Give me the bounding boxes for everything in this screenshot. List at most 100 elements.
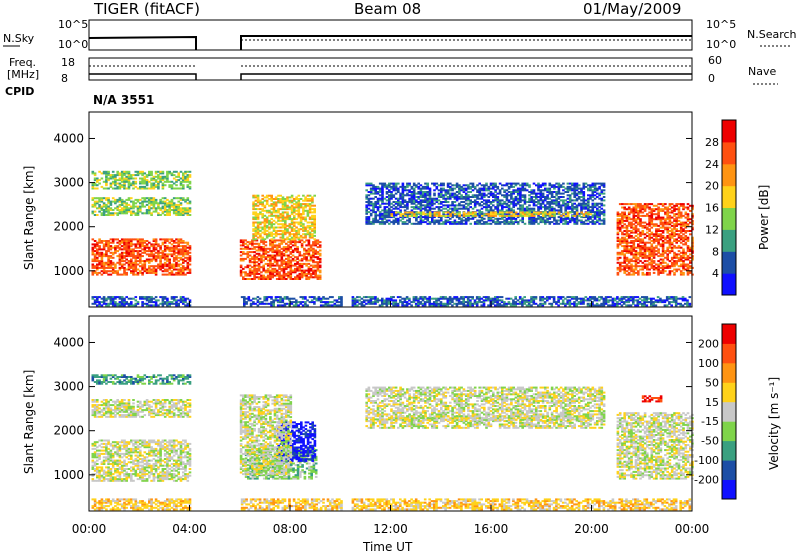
power-echo-cell <box>109 261 113 264</box>
power-echo-cell <box>591 192 595 195</box>
power-echo-cell <box>659 255 663 258</box>
power-echo-cell <box>390 221 393 224</box>
power-echo-cell <box>505 217 509 220</box>
power-echo-cell <box>175 245 178 248</box>
power-echo-cell <box>270 198 273 200</box>
power-echo-cell <box>150 177 153 180</box>
power-echo-cell <box>150 250 153 253</box>
power-echo-cell <box>490 214 493 217</box>
power-echo-cell <box>273 274 277 277</box>
power-echo-cell <box>587 206 590 209</box>
power-echo-cell <box>293 198 296 200</box>
power-echo-cell <box>150 258 153 261</box>
power-echo-cell <box>499 214 502 217</box>
power-echo-cell <box>284 221 287 224</box>
power-echo-cell <box>170 240 174 242</box>
power-echo-cell <box>431 212 434 215</box>
power-echo-cell <box>374 185 377 188</box>
power-echo-cell <box>492 182 495 185</box>
power-echo-cell <box>265 199 269 202</box>
power-echo-cell <box>179 241 183 244</box>
power-echo-cell <box>175 251 178 254</box>
power-echo-cell <box>289 239 293 242</box>
power-echo-cell <box>369 191 373 193</box>
power-echo-cell <box>428 214 432 217</box>
power-echo-cell <box>96 273 99 276</box>
power-echo-cell <box>182 271 185 274</box>
power-echo-cell <box>150 198 153 201</box>
power-echo-cell <box>168 212 171 215</box>
power-echo-cell <box>646 263 649 266</box>
power-echo-cell <box>127 174 131 177</box>
power-echo-cell <box>163 180 167 183</box>
power-echo-cell <box>302 203 305 206</box>
power-echo-cell <box>254 213 258 216</box>
power-echo-cell <box>401 213 405 216</box>
power-echo-cell <box>159 255 162 258</box>
power-echo-cell <box>102 255 106 258</box>
power-echo-cell <box>623 226 626 229</box>
power-echo-cell <box>148 205 151 208</box>
power-echo-cell <box>127 185 131 188</box>
power-echo-cell <box>287 246 290 249</box>
power-echo-cell <box>265 203 269 206</box>
power-echo-cell <box>553 201 556 203</box>
power-echo-cell <box>648 208 651 211</box>
power-echo-cell <box>568 187 572 190</box>
power-echo-cell <box>487 206 491 209</box>
power-echo-cell <box>415 201 418 203</box>
power-echo-cell <box>673 228 676 231</box>
power-echo-cell <box>510 192 513 195</box>
power-echo-cell <box>566 189 570 192</box>
power-echo-cell <box>673 204 676 207</box>
power-echo-cell <box>253 267 256 270</box>
power-echo-cell <box>127 175 131 178</box>
power-echo-cell <box>618 265 622 268</box>
power-echo-cell <box>139 172 142 175</box>
power-echo-cell <box>675 261 678 264</box>
power-echo-cell <box>514 204 518 207</box>
power-echo-cell <box>652 223 656 226</box>
power-echo-cell <box>127 246 131 249</box>
power-echo-cell <box>514 189 518 192</box>
power-echo-cell <box>246 278 250 280</box>
power-echo-cell <box>673 271 676 274</box>
power-echo-cell <box>125 198 128 201</box>
power-echo-cell <box>664 266 667 269</box>
power-echo-cell <box>643 263 647 266</box>
power-echo-cell <box>139 185 142 188</box>
power-echo-cell <box>120 260 124 263</box>
power-echo-cell <box>163 175 167 178</box>
power-echo-cell <box>100 251 104 254</box>
power-echo-cell <box>159 260 162 263</box>
power-echo-cell <box>175 263 178 266</box>
power-echo-cell <box>318 261 322 264</box>
power-echo-cell <box>446 204 450 207</box>
power-echo-cell <box>145 253 149 256</box>
power-echo-cell <box>537 216 540 219</box>
power-echo-cell <box>248 274 252 277</box>
power-echo-cell <box>297 194 301 197</box>
power-echo-cell <box>449 214 452 217</box>
power-echo-cell <box>625 265 629 268</box>
power-echo-cell <box>150 260 153 263</box>
power-echo-cell <box>505 192 509 195</box>
power-echo-cell <box>623 255 626 258</box>
power-echo-cell <box>673 238 676 241</box>
power-echo-cell <box>120 170 124 173</box>
power-echo-cell <box>453 184 457 187</box>
power-echo-cell <box>623 266 626 269</box>
power-echo-cell <box>471 214 475 217</box>
power-echo-cell <box>426 209 429 212</box>
power-echo-cell <box>105 172 108 175</box>
power-echo-cell <box>630 209 633 212</box>
power-echo-cell <box>630 263 633 266</box>
power-echo-cell <box>403 216 407 219</box>
power-echo-cell <box>390 206 393 209</box>
power-echo-cell <box>170 202 174 205</box>
power-echo-cell <box>580 191 583 193</box>
power-echo-cell <box>102 268 106 271</box>
power-echo-cell <box>141 255 144 258</box>
power-echo-cell <box>297 209 301 212</box>
